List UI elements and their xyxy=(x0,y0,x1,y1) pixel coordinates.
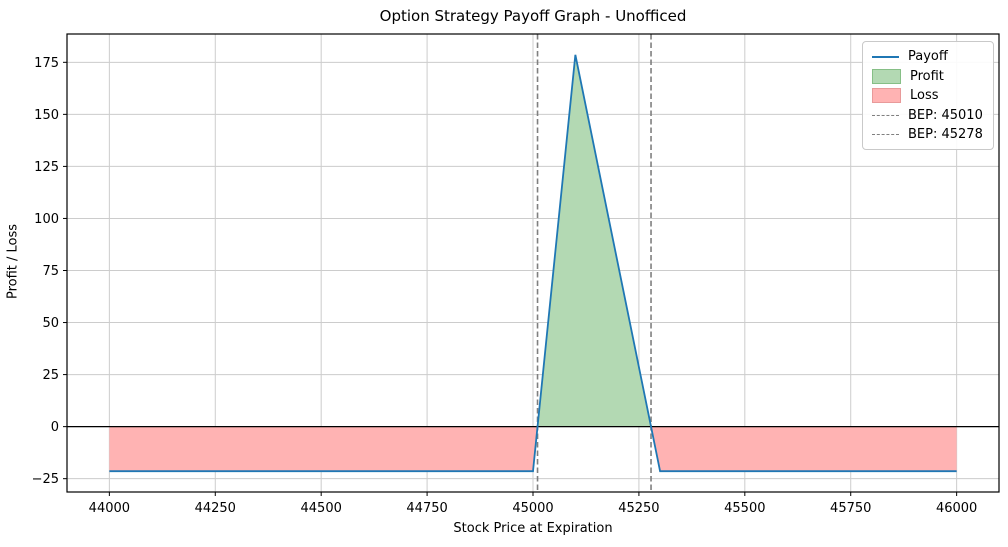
x-tick-label: 44000 xyxy=(89,501,130,516)
bep-dashed-swatch xyxy=(872,114,899,116)
legend-item-bep-2: BEP: 45278 xyxy=(863,125,993,145)
x-tick-label: 45500 xyxy=(724,501,765,516)
legend-item-payoff: Payoff xyxy=(863,47,993,67)
legend-item-loss: Loss xyxy=(863,86,993,106)
y-tick-label: 75 xyxy=(42,264,59,279)
profit-patch-swatch xyxy=(872,68,901,84)
bep-dashed-swatch xyxy=(872,134,899,136)
y-tick-label: 25 xyxy=(42,368,59,383)
x-tick-label: 45000 xyxy=(512,501,553,516)
y-tick-label: 150 xyxy=(34,108,59,123)
y-tick-label: 0 xyxy=(51,420,59,435)
payoff-line-swatch xyxy=(872,55,899,58)
payoff-line xyxy=(109,54,957,473)
y-tick-label: 50 xyxy=(42,316,59,331)
legend-label: Loss xyxy=(910,88,939,104)
legend: Payoff Profit Loss BEP: 45010 BEP: 45278 xyxy=(862,41,994,150)
x-tick-label: 44250 xyxy=(195,501,236,516)
loss-fill xyxy=(651,426,957,472)
profit-fill xyxy=(537,54,652,427)
x-tick-label: 45750 xyxy=(830,501,871,516)
legend-item-profit: Profit xyxy=(863,67,993,87)
chart-title: Option Strategy Payoff Graph - Unofficed xyxy=(379,7,687,25)
y-tick-label: 125 xyxy=(34,160,59,175)
x-tick-label: 44750 xyxy=(406,501,447,516)
legend-label: BEP: 45278 xyxy=(908,127,983,143)
y-tick-label: 100 xyxy=(34,212,59,227)
x-tick-label: 46000 xyxy=(936,501,977,516)
y-tick-label: −25 xyxy=(32,472,59,487)
y-axis-label: Profit / Loss xyxy=(5,223,21,300)
legend-label: Profit xyxy=(910,68,944,84)
legend-label: BEP: 45010 xyxy=(908,107,983,123)
legend-item-bep-1: BEP: 45010 xyxy=(863,106,993,126)
x-tick-label: 45250 xyxy=(618,501,659,516)
x-tick-label: 44500 xyxy=(301,501,342,516)
loss-patch-swatch xyxy=(872,88,901,104)
x-axis-label: Stock Price at Expiration xyxy=(453,521,613,536)
y-tick-label: 175 xyxy=(34,56,59,71)
legend-label: Payoff xyxy=(908,49,948,65)
loss-fill xyxy=(109,426,538,472)
